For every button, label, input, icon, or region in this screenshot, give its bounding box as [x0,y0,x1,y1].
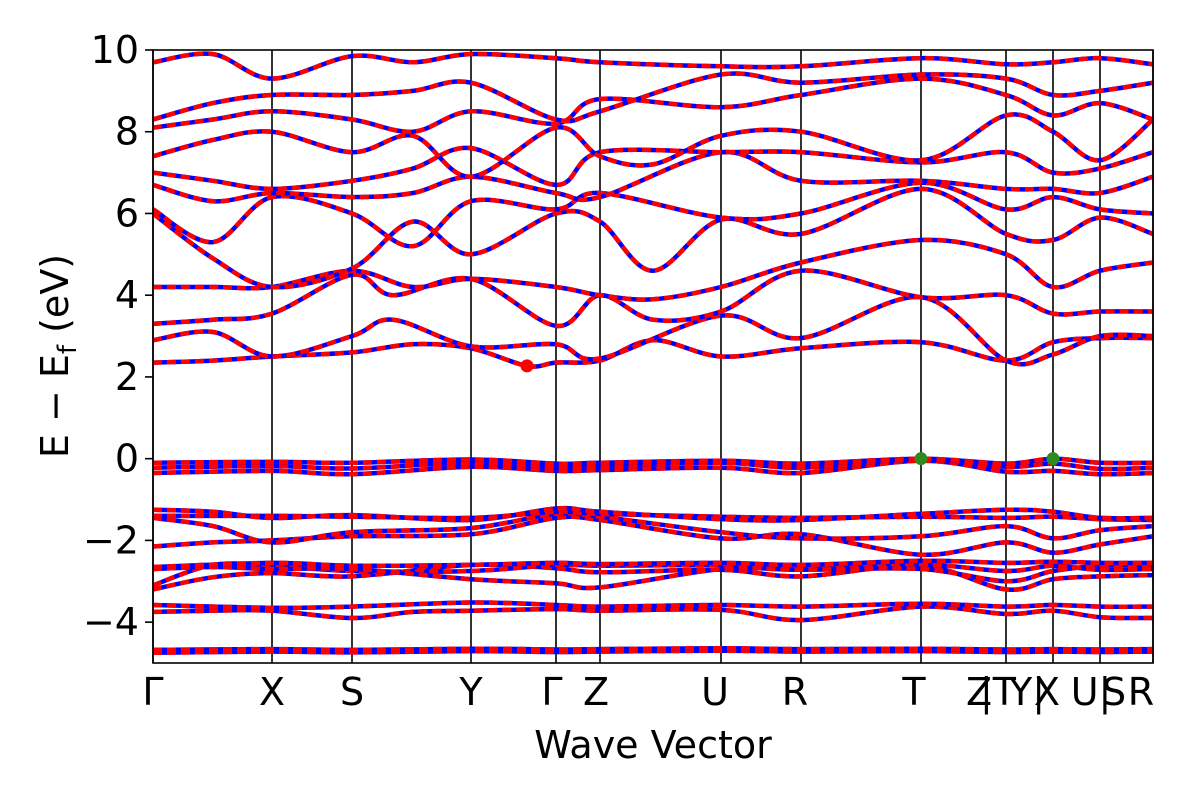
band-22-blue [153,145,1153,192]
x-tick-label-5: Z [583,670,609,714]
y-tick-label-0: 10 [91,28,139,72]
x-axis-title: Wave Vector [534,723,772,767]
y-tick-label-2: 6 [115,191,139,235]
y-axis-ticks: 10 8 6 4 2 0 −2 −4 [83,28,153,644]
x-tick-label-2: S [340,670,364,714]
band-18-red [153,237,1153,302]
y-axis-title-subscript: f [53,344,83,354]
y-tick-label-7: −4 [83,600,139,644]
band-7-red [153,558,1153,570]
x-tick-label-1: X [259,670,285,714]
x-tick-label-4: Γ [541,670,562,714]
x-tick-label-11: Y| [1008,670,1045,715]
band-12-red [153,458,1153,477]
band-0-red [153,648,1153,656]
y-tick-label-1: 8 [115,110,139,154]
plot-frame [152,49,1154,664]
x-tick-label-12: X [1034,670,1060,714]
x-tick-label-10: |T [980,670,1017,715]
y-axis-title: E − Ef (eV) [33,254,83,458]
band-21-red [153,149,1153,204]
y-axis-title-main: E − E [33,354,77,458]
x-tick-label-7: R [782,670,808,714]
x-tick-label-9: Z [966,670,992,714]
band-2-red [153,604,1153,623]
band-1-blue [153,646,1153,653]
band-9-red [153,510,1153,545]
band-24-red [153,76,1153,135]
band-13-red [153,457,1153,472]
band-16-red [153,294,1153,367]
band-26-red [153,51,1153,81]
band-edge-markers [520,359,1060,466]
x-tick-label-0: Γ [142,670,163,714]
y-tick-label-6: −2 [83,518,139,562]
plot-area [152,49,1154,664]
x-tick-label-15: R [1128,670,1154,714]
band-14-red [153,456,1153,466]
x-tick-label-8: T [901,670,926,714]
band-11-red [153,505,1153,523]
band-lines [153,51,1153,656]
band-19-red [153,186,1153,290]
vbm-marker-2 [1046,452,1060,466]
y-axis-title-unit: (eV) [33,254,77,345]
cbm-marker-0 [520,359,534,373]
x-tick-label-6: U [701,670,729,714]
y-tick-label-5: 0 [115,437,139,481]
x-tick-label-3: Y [458,670,483,714]
band-4-red [153,562,1153,592]
x-axis-ticks: Γ X S Y Γ Z U R T Z|TY|X U|S R [142,670,1154,715]
band-17-red [153,268,1153,329]
x-tick-label-14: S [1102,670,1126,714]
band-1-red [153,646,1153,653]
y-tick-label-4: 2 [115,355,139,399]
band-23-red [153,112,1153,179]
y-tick-label-3: 4 [115,273,139,317]
band-6-red [153,562,1153,591]
band-3-red [153,600,1153,611]
band-25-red [153,71,1153,124]
x-tick-label-13: U| [1071,670,1112,715]
vbm-marker-1 [914,452,928,466]
band-20-red [153,180,1153,249]
